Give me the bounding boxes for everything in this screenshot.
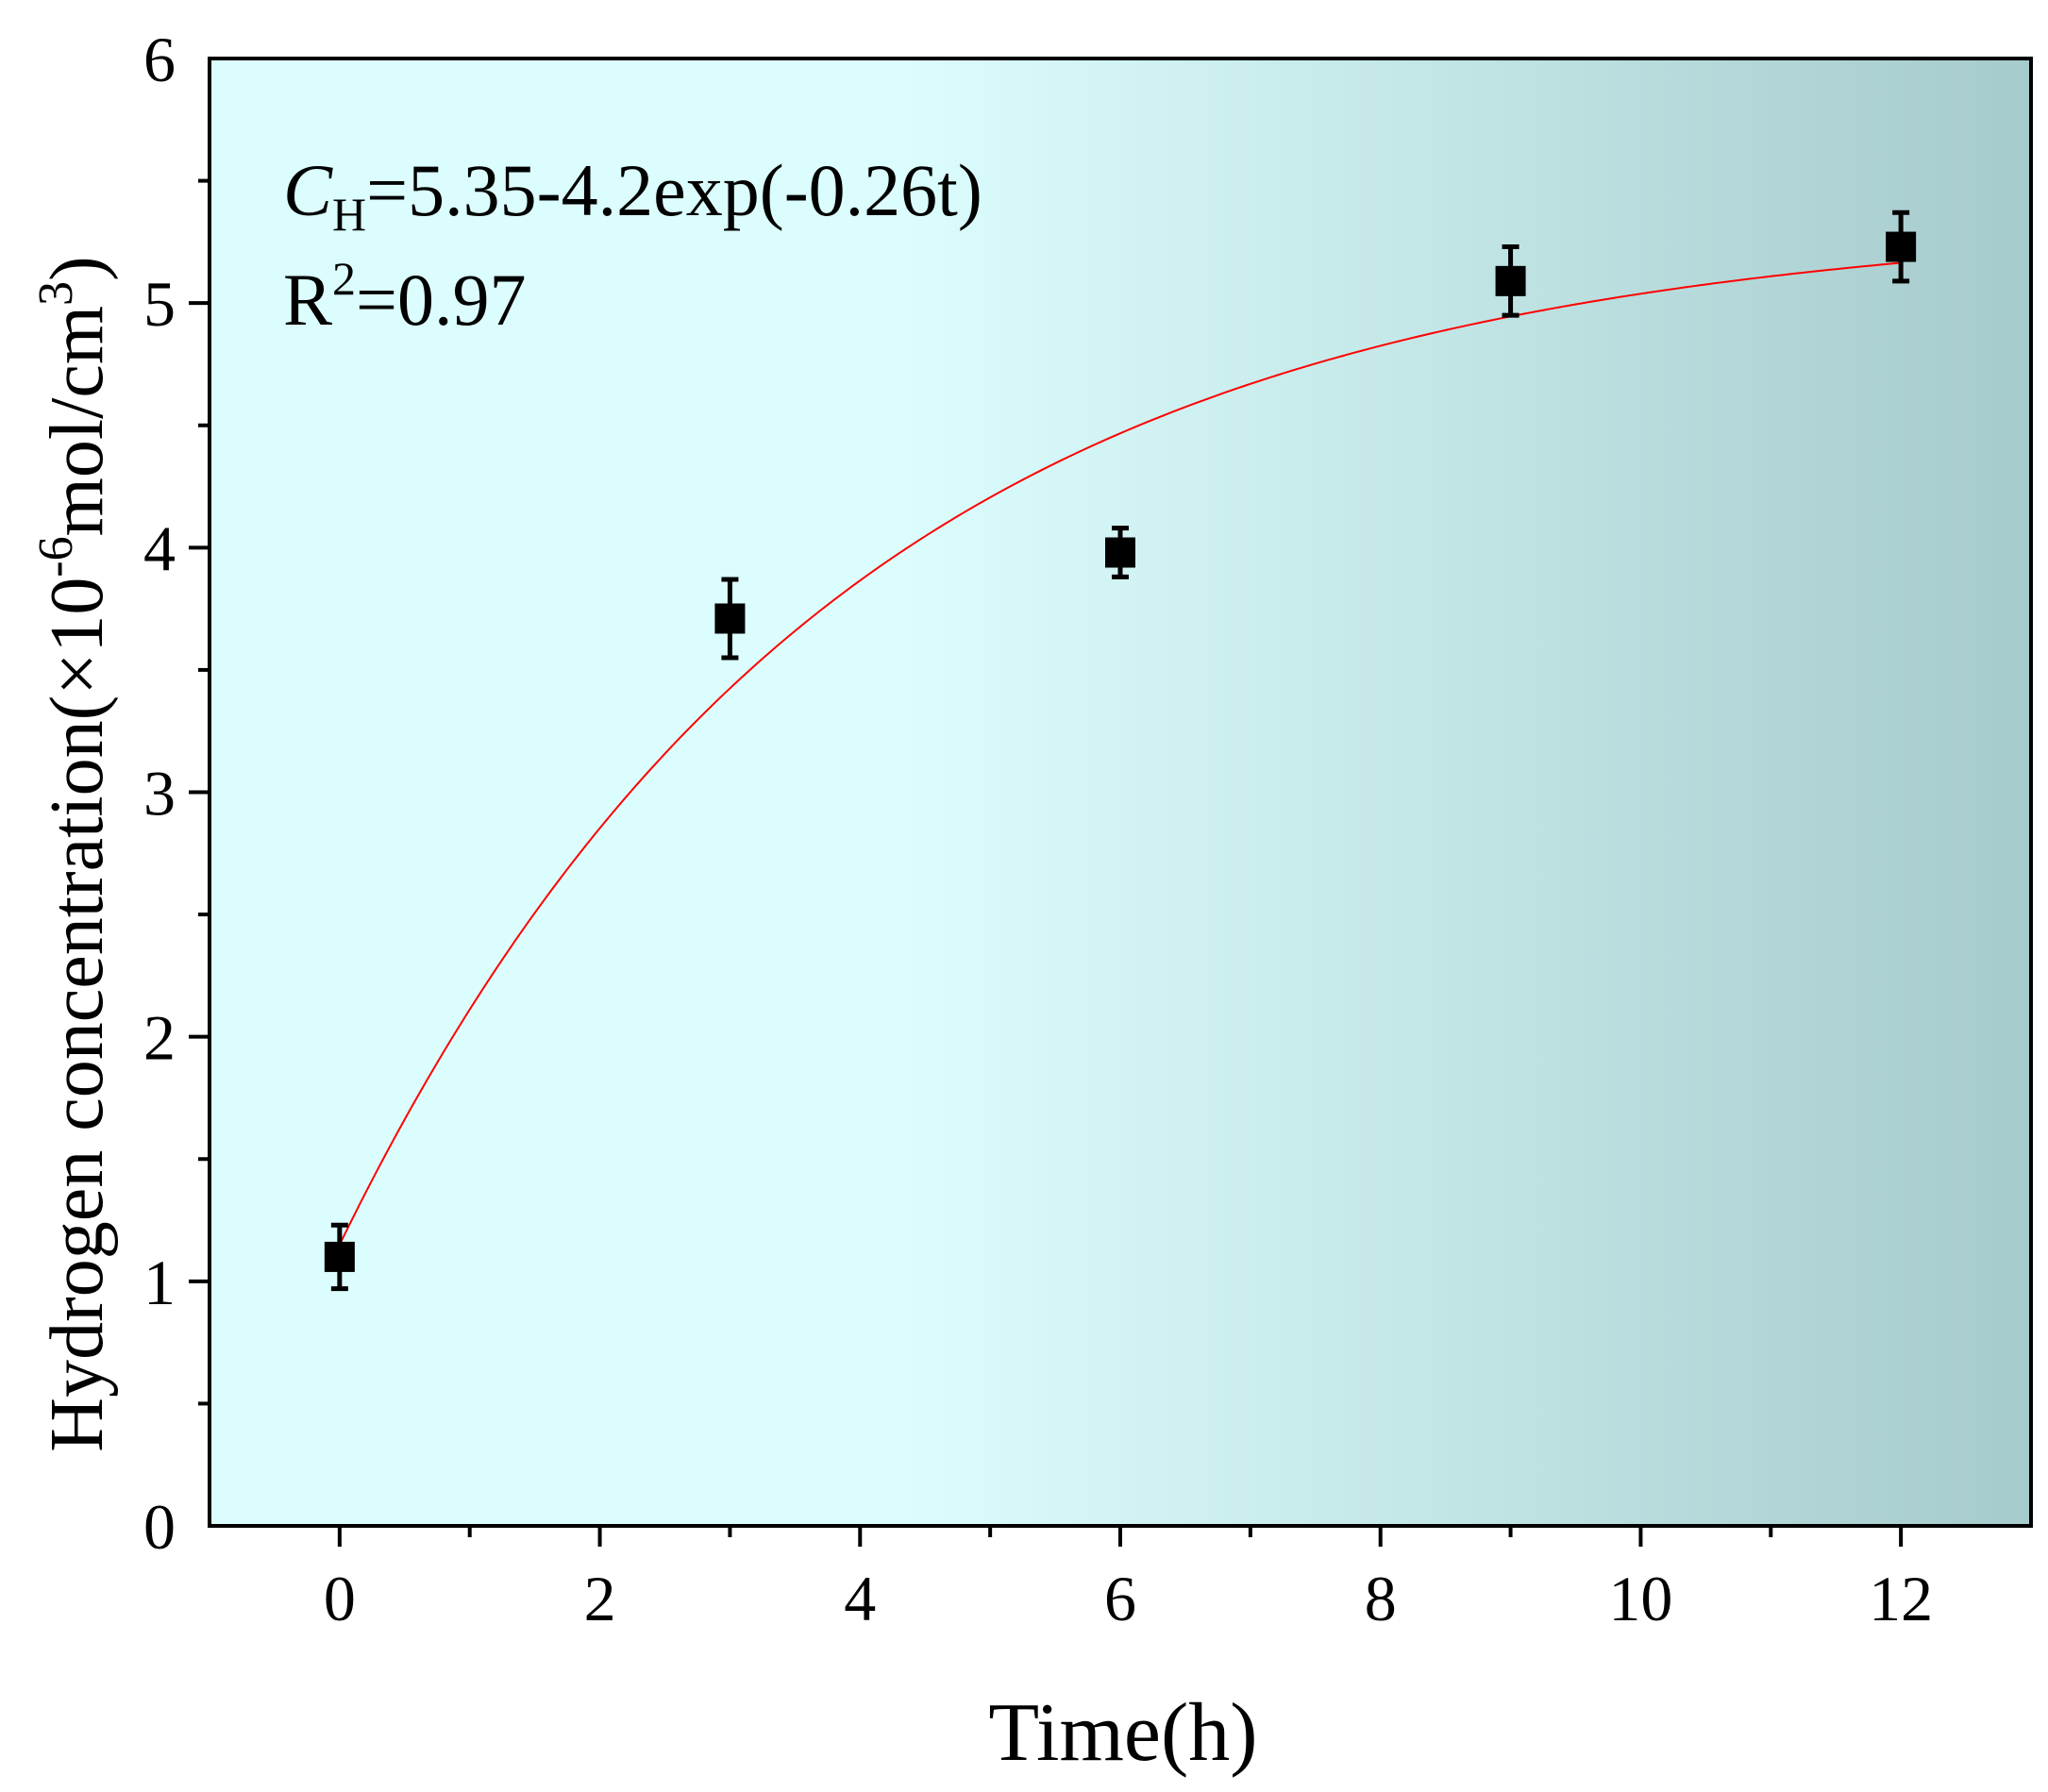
axis-ticks xyxy=(189,178,1904,1547)
fit-curve xyxy=(338,261,1902,1246)
r-squared-superscript: 2 xyxy=(332,252,356,305)
data-point xyxy=(1495,244,1526,318)
y-title-unit: mol/cm xyxy=(36,306,119,536)
r-squared-value: =0.97 xyxy=(356,259,527,341)
y-tick-label: 5 xyxy=(143,268,176,340)
y-tick-label: 4 xyxy=(143,512,176,584)
square-marker xyxy=(324,1241,355,1272)
square-marker xyxy=(1886,231,1917,262)
data-point xyxy=(1886,209,1917,284)
x-tick-label: 0 xyxy=(324,1563,356,1634)
r-squared-base: R xyxy=(283,259,332,341)
x-tick-label: 8 xyxy=(1365,1563,1397,1634)
plot-frame xyxy=(208,57,2033,1528)
square-marker xyxy=(1105,537,1135,568)
y-tick-label: 2 xyxy=(143,1002,176,1074)
equation-subscript: H xyxy=(332,188,366,241)
data-points xyxy=(324,209,1917,1292)
equation-body: =5.35-4.2exp(-0.26t) xyxy=(366,149,982,231)
data-point xyxy=(714,577,746,661)
y-tick-label: 1 xyxy=(143,1247,176,1318)
y-tick-label: 0 xyxy=(143,1491,176,1563)
x-axis-title: Time(h) xyxy=(988,1687,1257,1779)
square-marker xyxy=(714,603,746,634)
fit-equation: CH=5.35-4.2exp(-0.26t) xyxy=(283,149,982,241)
x-tick-label: 6 xyxy=(1104,1563,1136,1634)
x-tick-label: 4 xyxy=(844,1563,876,1634)
x-tick-label: 10 xyxy=(1608,1563,1672,1634)
y-title-exponent: -6 xyxy=(29,536,83,577)
data-point xyxy=(324,1222,355,1292)
r-squared: R2=0.97 xyxy=(283,252,527,341)
y-tick-label: 3 xyxy=(143,758,176,829)
y-axis-title: Hydrogen concentration(×10-6mol/cm3) xyxy=(29,256,119,1451)
equation-variable: C xyxy=(283,149,333,231)
x-tick-label: 12 xyxy=(1869,1563,1933,1634)
square-marker xyxy=(1495,265,1526,296)
y-title-main: Hydrogen concentration(×10 xyxy=(36,578,119,1452)
y-tick-label: 6 xyxy=(143,24,176,95)
y-title-close: ) xyxy=(36,256,119,281)
data-point xyxy=(1105,526,1135,579)
plot-background xyxy=(210,59,2031,1526)
x-tick-label: 2 xyxy=(584,1563,616,1634)
y-title-unit-exponent: 3 xyxy=(29,281,83,306)
